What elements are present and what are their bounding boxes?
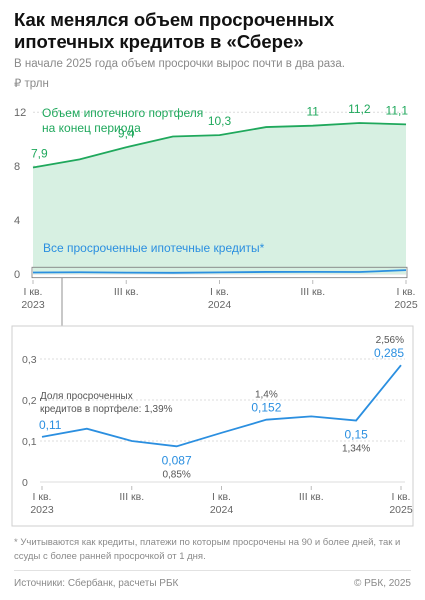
x-tick-label-bottom: I кв. [392, 491, 411, 503]
x-tick-label-bottom: III кв. [119, 491, 144, 503]
x-tick-label-top: 2024 [208, 299, 232, 311]
y-tick-label-bottom: 0,1 [22, 436, 37, 448]
x-tick-label-top: III кв. [114, 286, 139, 298]
y-tick-label-top: 8 [14, 161, 20, 173]
portfolio-data-label: 9,4 [118, 126, 135, 140]
portfolio-data-label: 11 [307, 105, 320, 119]
overdue-data-label: 0,087 [162, 453, 192, 467]
copyright: © РБК, 2025 [353, 578, 411, 589]
overdue-data-label: 0,285 [374, 346, 404, 360]
x-tick-label-top: 2023 [21, 299, 45, 311]
portfolio-data-label: 7,9 [31, 146, 48, 160]
x-tick-label-top: I кв. [397, 286, 416, 298]
overdue-series-name: Все просроченные ипотечные кредиты* [43, 241, 265, 255]
portfolio-series-name: на конец периода [42, 121, 141, 135]
x-tick-label-bottom: 2023 [30, 504, 54, 516]
y-tick-label-bottom: 0,3 [22, 354, 37, 366]
x-tick-label-bottom: III кв. [299, 491, 324, 503]
x-tick-label-top: 2025 [394, 299, 418, 311]
x-tick-label-bottom: 2025 [389, 504, 413, 516]
x-tick-label-bottom: I кв. [212, 491, 231, 503]
y-tick-label-bottom: 0,2 [22, 395, 37, 407]
share-annotation: 1,34% [342, 444, 370, 455]
y-tick-label-bottom: 0 [22, 477, 28, 489]
overdue-line-top [32, 269, 407, 274]
y-tick-label-top: 4 [14, 215, 20, 227]
footnote: * Учитываются как кредиты, платежи по ко… [14, 537, 401, 562]
chart-title: Как менялся объем просроченных ипотечных… [14, 9, 335, 52]
unit-label: ₽ трлн [14, 78, 49, 90]
portfolio-data-label: 11,2 [348, 102, 371, 116]
zoom-highlight-box [31, 266, 408, 279]
portfolio-area [33, 123, 406, 274]
share-label: кредитов в портфеле: 1,39% [40, 403, 173, 415]
y-tick-label-top: 0 [14, 269, 20, 281]
footer-divider [14, 570, 411, 571]
portfolio-series-name: Объем ипотечного портфеля [42, 106, 203, 120]
x-tick-label-bottom: 2024 [210, 504, 234, 516]
portfolio-data-label: 10,3 [208, 114, 232, 128]
share-label: Доля просроченных [40, 391, 133, 402]
share-annotation: 1,4% [255, 390, 278, 401]
share-annotation: 2,56% [376, 335, 404, 346]
x-tick-label-top: III кв. [300, 286, 325, 298]
overdue-data-label: 0,152 [251, 401, 281, 415]
portfolio-data-label: 11,1 [386, 103, 409, 117]
overdue-data-label: 0,11 [39, 418, 62, 432]
x-tick-label-bottom: I кв. [33, 491, 52, 503]
x-tick-label-top: I кв. [210, 286, 229, 298]
overdue-data-label: 0,15 [344, 428, 368, 442]
share-annotation: 0,85% [162, 469, 190, 480]
sources: Источники: Сбербанк, расчеты РБК [14, 578, 179, 589]
x-tick-label-top: I кв. [24, 286, 43, 298]
zoom-panel-frame [11, 325, 414, 527]
y-tick-label-top: 12 [14, 107, 26, 119]
chart-subtitle: В начале 2025 года объем просрочки вырос… [14, 58, 345, 70]
